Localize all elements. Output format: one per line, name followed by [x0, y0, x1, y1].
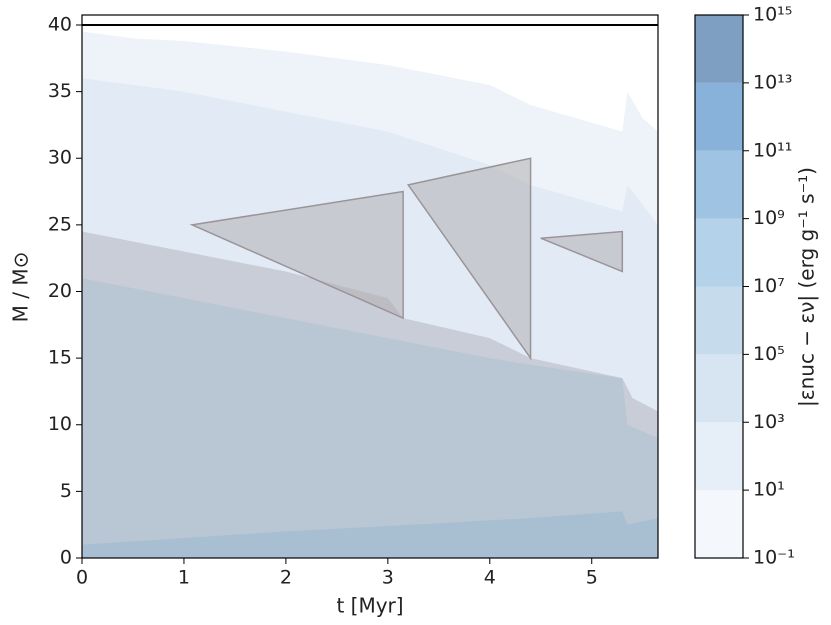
colorbar-tick-label: 10⁵ — [753, 343, 785, 365]
y-tick-label: 15 — [48, 347, 72, 369]
colorbar-level — [695, 286, 743, 355]
colorbar-level — [695, 15, 743, 83]
colorbar-tick-label: 10¹³ — [753, 71, 792, 93]
colorbar-tick-label: 10¹ — [753, 479, 785, 501]
colorbar-tick-label: 10¹¹ — [753, 139, 792, 161]
colorbar-tick-label: 10³ — [753, 411, 785, 433]
energy-zone — [82, 278, 658, 558]
y-tick-label: 20 — [48, 280, 72, 302]
y-tick-label: 25 — [48, 213, 72, 235]
colorbar-level — [695, 422, 743, 491]
colorbar-level — [695, 490, 743, 558]
colorbar-tick-label: 10¹⁵ — [753, 4, 792, 26]
colorbar-level — [695, 150, 743, 219]
y-tick-label: 0 — [60, 547, 72, 569]
colorbar-tick-label: 10⁹ — [753, 207, 785, 229]
y-tick-label: 35 — [48, 80, 72, 102]
semiconvection-zone — [540, 230, 624, 273]
energy-zone — [82, 511, 658, 558]
colorbar-level — [695, 82, 743, 151]
colorbar-tick-label: 10⁻¹ — [753, 547, 795, 569]
semiconvection-zone — [189, 190, 404, 320]
plot-frame — [81, 14, 659, 559]
colorbar-title: |εnuc − εν| (erg g⁻¹ s⁻¹) — [795, 167, 819, 407]
y-tick-label: 5 — [60, 480, 72, 502]
x-tick-label: 0 — [76, 567, 88, 589]
y-axis-title: M / M⊙ — [9, 252, 33, 323]
x-tick-label: 4 — [484, 567, 496, 589]
colorbar-level — [695, 218, 743, 287]
semiconvection-zone — [406, 157, 532, 361]
x-tick-label: 2 — [280, 567, 292, 589]
y-tick-label: 10 — [48, 413, 72, 435]
colorbar-level — [695, 354, 743, 423]
x-tick-label: 1 — [178, 567, 190, 589]
x-axis-title: t [Myr] — [336, 594, 403, 618]
x-tick-label: 5 — [586, 567, 598, 589]
colorbar-tick-label: 10⁷ — [753, 275, 785, 297]
y-tick-label: 30 — [48, 147, 72, 169]
x-tick-label: 3 — [382, 567, 394, 589]
y-tick-label: 40 — [48, 13, 72, 35]
